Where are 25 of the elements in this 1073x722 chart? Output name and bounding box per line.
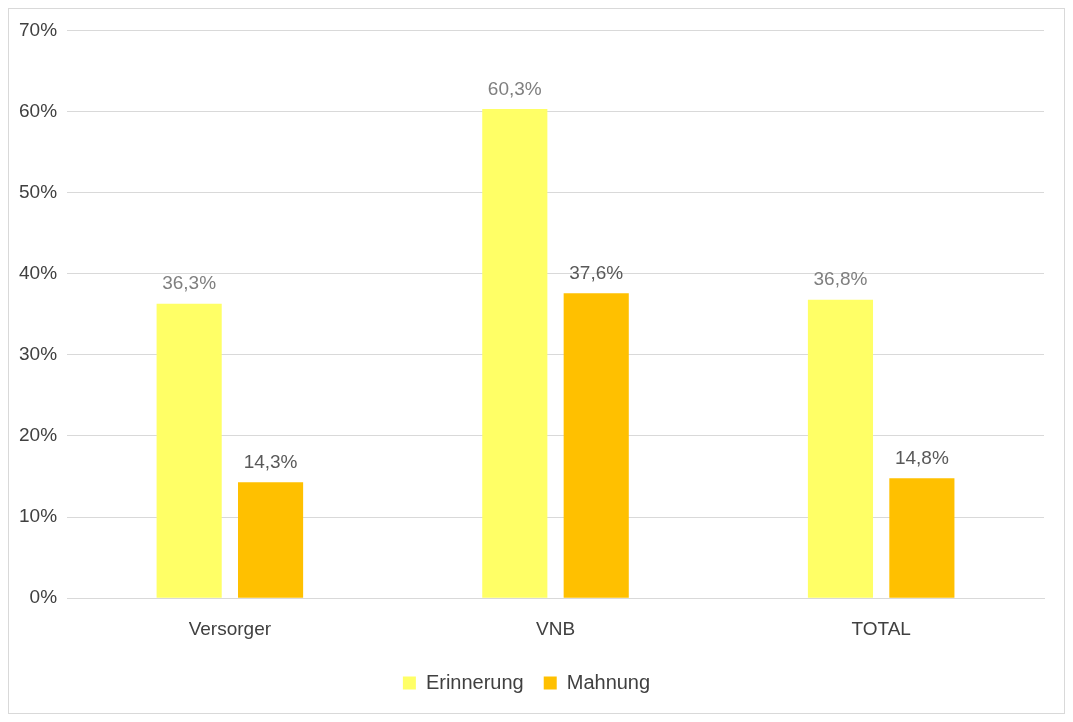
legend-label: Mahnung [566, 670, 651, 693]
y-tick-label: 10% [19, 505, 58, 527]
data-label: 37,6% [569, 261, 624, 283]
bar [156, 303, 222, 598]
bar [889, 478, 955, 598]
bar [807, 299, 874, 598]
y-tick-label: 40% [19, 261, 58, 283]
x-tick-label: Versorger [188, 617, 272, 639]
bar [238, 482, 304, 598]
bar [563, 293, 629, 598]
y-tick-label: 20% [19, 424, 58, 446]
y-tick-label: 0% [29, 586, 58, 608]
x-tick-label: VNB [535, 617, 576, 639]
data-label: 14,3% [243, 450, 298, 472]
y-tick-label: 50% [19, 180, 58, 202]
y-tick-label: 60% [19, 99, 58, 121]
bar [482, 109, 548, 598]
legend-label: Erinnerung [425, 670, 524, 693]
data-label: 36,3% [162, 272, 217, 294]
y-tick-label: 70% [19, 18, 58, 40]
y-tick-label: 30% [19, 343, 58, 365]
x-tick-label: TOTAL [851, 617, 911, 639]
data-label: 60,3% [487, 77, 542, 99]
data-label: 36,8% [813, 268, 868, 290]
data-label: 14,8% [894, 446, 949, 468]
